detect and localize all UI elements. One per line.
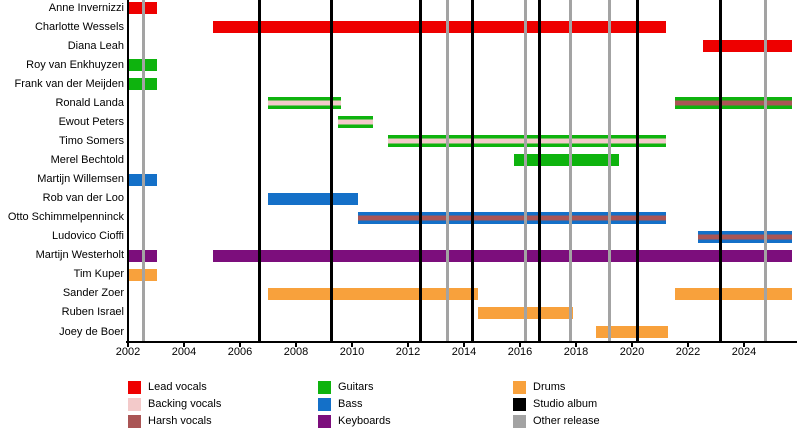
x-axis-line xyxy=(126,341,798,343)
legend-label: Guitars xyxy=(338,381,374,393)
axis-tick-label: 2010 xyxy=(339,346,365,358)
axis-tick-label: 2024 xyxy=(731,346,757,358)
member-tenure-bar xyxy=(268,287,478,300)
member-tenure-bar xyxy=(595,326,669,339)
legend-swatch-studio-album xyxy=(513,398,526,411)
legend-label: Keyboards xyxy=(338,415,391,427)
member-name-label: Ronald Landa xyxy=(55,96,124,109)
axis-tick-label: 2004 xyxy=(171,346,197,358)
axis-tick xyxy=(575,341,577,347)
legend-swatch-drums xyxy=(513,381,526,394)
legend-swatch-backing-vocals xyxy=(128,398,141,411)
axis-tick-label: 2012 xyxy=(395,346,421,358)
axis-tick xyxy=(631,341,633,347)
member-tenure-bar xyxy=(675,97,792,110)
member-name-label: Charlotte Wessels xyxy=(34,20,124,33)
axis-tick-label: 2002 xyxy=(115,346,141,358)
axis-tick xyxy=(687,341,689,347)
axis-tick xyxy=(127,341,129,347)
member-name-label: Joey de Boer xyxy=(59,325,124,338)
member-tenure-bar xyxy=(703,40,792,53)
member-tenure-bar xyxy=(213,21,666,34)
axis-tick-label: 2018 xyxy=(563,346,589,358)
member-name-label: Sander Zoer xyxy=(62,287,124,300)
member-tenure-bar xyxy=(268,192,358,205)
member-name-label: Anne Invernizzi xyxy=(48,1,124,14)
axis-tick xyxy=(351,341,353,347)
axis-tick xyxy=(743,341,745,347)
member-tenure-bar xyxy=(338,116,373,129)
studio-album-line xyxy=(636,0,640,341)
legend-label: Studio album xyxy=(533,398,598,410)
studio-album-line xyxy=(329,0,333,341)
studio-album-line xyxy=(258,0,262,341)
axis-tick-label: 2020 xyxy=(619,346,645,358)
other-release-line xyxy=(445,0,449,341)
studio-album-line xyxy=(470,0,474,341)
member-tenure-bar xyxy=(675,287,792,300)
axis-tick-label: 2022 xyxy=(675,346,701,358)
legend-swatch-lead-vocals xyxy=(128,381,141,394)
axis-tick xyxy=(407,341,409,347)
member-tenure-bar xyxy=(697,230,792,243)
legend-label: Bass xyxy=(338,398,363,410)
other-release-line xyxy=(141,0,145,341)
member-tenure-bar xyxy=(268,97,341,110)
member-tenure-bar xyxy=(213,249,792,262)
legend-label: Drums xyxy=(533,381,566,393)
studio-album-line xyxy=(538,0,542,341)
other-release-line xyxy=(608,0,612,341)
other-release-line xyxy=(763,0,767,341)
legend-swatch-other-release xyxy=(513,415,526,428)
legend-swatch-guitars xyxy=(318,381,331,394)
member-name-label: Frank van der Meijden xyxy=(14,77,124,90)
member-tenure-bar xyxy=(357,211,666,224)
member-name-label: Rob van der Loo xyxy=(42,192,124,205)
axis-tick xyxy=(183,341,185,347)
member-name-label: Tim Kuper xyxy=(73,268,124,281)
axis-tick-label: 2014 xyxy=(451,346,477,358)
studio-album-line xyxy=(718,0,722,341)
legend-label: Harsh vocals xyxy=(148,415,212,427)
other-release-line xyxy=(568,0,572,341)
member-name-label: Martijn Willemsen xyxy=(37,173,124,186)
member-name-label: Martijn Westerholt xyxy=(35,249,124,262)
member-name-label: Timo Somers xyxy=(59,134,124,147)
member-name-label: Merel Bechtold xyxy=(50,153,124,166)
other-release-line xyxy=(524,0,528,341)
axis-tick xyxy=(519,341,521,347)
axis-tick-label: 2016 xyxy=(507,346,533,358)
legend-label: Backing vocals xyxy=(148,398,222,410)
axis-tick xyxy=(295,341,297,347)
member-name-label: Ewout Peters xyxy=(58,115,124,128)
legend-label: Lead vocals xyxy=(148,381,207,393)
member-name-label: Roy van Enkhuyzen xyxy=(26,58,124,71)
legend-swatch-bass xyxy=(318,398,331,411)
studio-album-line xyxy=(419,0,423,341)
member-name-label: Diana Leah xyxy=(67,39,124,52)
member-name-label: Ruben Israel xyxy=(61,306,124,319)
legend-label: Other release xyxy=(533,415,600,427)
member-name-label: Ludovico Cioffi xyxy=(52,230,124,243)
member-tenure-bar xyxy=(514,154,620,167)
axis-tick-label: 2006 xyxy=(227,346,253,358)
legend-swatch-harsh-vocals xyxy=(128,415,141,428)
legend-swatch-keyboards xyxy=(318,415,331,428)
member-name-label: Otto Schimmelpenninck xyxy=(7,211,124,224)
axis-tick xyxy=(239,341,241,347)
y-axis-line xyxy=(127,0,129,343)
axis-tick-label: 2008 xyxy=(283,346,309,358)
axis-tick xyxy=(463,341,465,347)
